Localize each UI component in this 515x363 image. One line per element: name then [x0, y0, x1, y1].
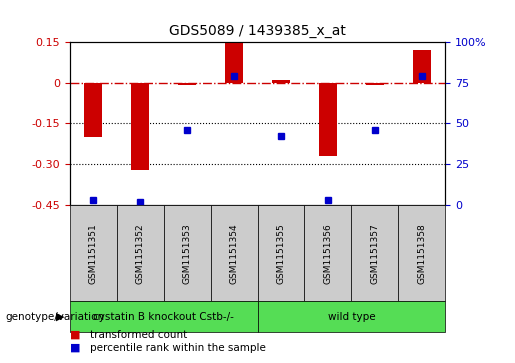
Text: genotype/variation: genotype/variation [5, 312, 104, 322]
Bar [399, 205, 445, 301]
Bar [83, 82, 102, 137]
Text: GSM1151358: GSM1151358 [418, 223, 426, 284]
Text: GSM1151354: GSM1151354 [230, 223, 238, 284]
Bar [258, 301, 445, 332]
Bar [116, 205, 164, 301]
Bar [70, 301, 258, 332]
Bar [366, 82, 384, 85]
Text: GSM1151357: GSM1151357 [370, 223, 380, 284]
Bar [178, 82, 196, 85]
Bar [164, 205, 211, 301]
Text: cystatin B knockout Cstb-/-: cystatin B knockout Cstb-/- [93, 312, 234, 322]
Bar [258, 205, 304, 301]
Title: GDS5089 / 1439385_x_at: GDS5089 / 1439385_x_at [169, 24, 346, 38]
Text: ▶: ▶ [56, 312, 64, 322]
Bar [211, 205, 258, 301]
Bar [304, 205, 352, 301]
Text: GSM1151352: GSM1151352 [135, 223, 145, 284]
Text: GSM1151353: GSM1151353 [182, 223, 192, 284]
Text: ■: ■ [70, 343, 80, 353]
Bar [271, 80, 290, 82]
Text: transformed count: transformed count [90, 330, 187, 340]
Bar [413, 50, 432, 82]
Bar [319, 82, 337, 156]
Text: GSM1151351: GSM1151351 [89, 223, 97, 284]
Bar [225, 42, 244, 82]
Bar [131, 82, 149, 170]
Bar [70, 205, 116, 301]
Bar [352, 205, 399, 301]
Text: GSM1151356: GSM1151356 [323, 223, 333, 284]
Text: wild type: wild type [328, 312, 375, 322]
Text: GSM1151355: GSM1151355 [277, 223, 285, 284]
Text: ■: ■ [70, 330, 80, 340]
Text: percentile rank within the sample: percentile rank within the sample [90, 343, 266, 353]
